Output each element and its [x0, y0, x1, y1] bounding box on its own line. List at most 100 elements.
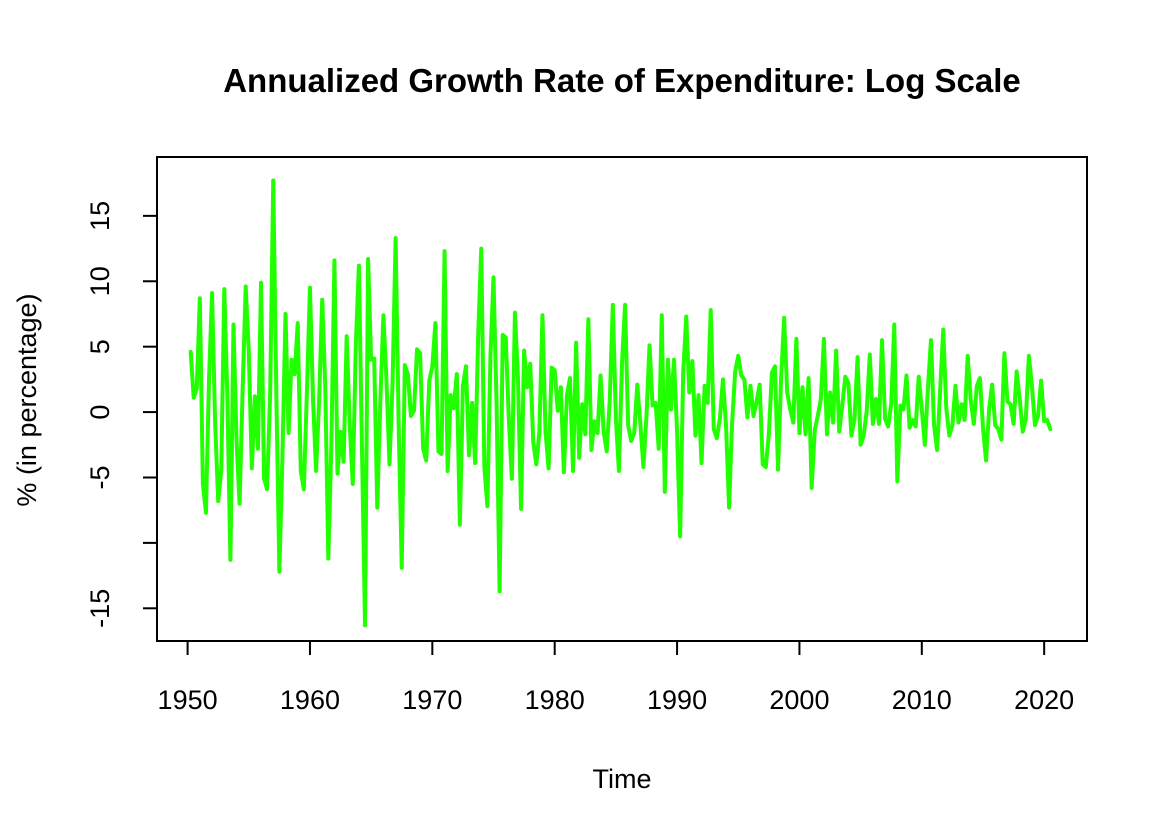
data-point	[654, 402, 657, 404]
data-point	[856, 356, 859, 358]
data-point	[914, 425, 917, 428]
data-point	[725, 424, 727, 426]
data-point	[709, 309, 712, 311]
data-point	[553, 369, 556, 372]
data-point	[798, 432, 801, 434]
data-point	[333, 259, 336, 262]
data-point	[1009, 403, 1012, 406]
data-point	[1015, 370, 1018, 373]
data-point	[820, 398, 822, 400]
data-point	[976, 385, 978, 387]
data-point	[786, 391, 788, 394]
data-point	[657, 447, 660, 450]
data-point	[593, 420, 596, 423]
data-point	[875, 398, 877, 400]
data-point	[862, 434, 865, 437]
data-point	[896, 480, 899, 483]
data-point	[431, 365, 434, 368]
data-point	[382, 314, 385, 317]
data-point	[358, 264, 360, 267]
data-point	[287, 432, 290, 434]
data-point	[636, 383, 639, 386]
x-axis-label: Time	[593, 764, 652, 794]
data-point	[966, 355, 969, 357]
data-point	[807, 377, 810, 379]
data-point	[590, 449, 593, 451]
data-point	[269, 391, 271, 394]
data-point	[517, 378, 519, 381]
data-point	[575, 341, 577, 344]
data-point	[792, 421, 795, 424]
data-point	[462, 385, 464, 387]
data-point	[945, 407, 948, 409]
data-point	[605, 450, 608, 453]
data-point	[486, 505, 489, 508]
data-point	[771, 372, 773, 374]
data-point	[394, 237, 397, 239]
data-point	[284, 313, 287, 315]
data-point	[884, 417, 886, 420]
data-point	[859, 443, 862, 446]
data-point	[688, 391, 691, 394]
data-point	[1025, 417, 1027, 420]
data-point	[608, 399, 611, 402]
data-point	[716, 437, 718, 440]
data-point	[740, 374, 743, 377]
data-point	[232, 323, 235, 326]
data-point	[547, 467, 550, 470]
data-point	[443, 250, 446, 252]
data-point	[422, 447, 424, 450]
data-point	[758, 383, 761, 386]
data-point	[899, 404, 902, 407]
data-point	[1049, 428, 1052, 430]
data-point	[795, 338, 798, 340]
data-point	[495, 403, 498, 406]
data-point	[572, 470, 574, 472]
data-point	[498, 590, 501, 593]
data-point	[244, 285, 247, 288]
data-point	[397, 424, 400, 426]
data-point	[988, 408, 990, 411]
data-point	[419, 352, 421, 355]
data-point	[315, 470, 317, 472]
data-point	[685, 315, 688, 318]
data-point	[189, 351, 192, 353]
data-point	[330, 443, 333, 446]
data-point	[639, 423, 642, 425]
data-point	[480, 247, 483, 250]
data-point	[599, 374, 602, 377]
data-point	[318, 399, 320, 402]
data-point	[1000, 438, 1003, 441]
data-point	[459, 523, 461, 526]
data-point	[764, 466, 767, 468]
data-point	[563, 471, 565, 474]
data-point	[202, 483, 204, 485]
data-point	[612, 304, 614, 306]
data-point	[299, 470, 302, 472]
data-point	[407, 373, 409, 375]
chart-title: Annualized Growth Rate of Expenditure: L…	[223, 62, 1021, 99]
data-point	[618, 470, 620, 472]
x-axis: 1950 1960 1970 1980 1990 2000 2010 2020	[158, 640, 1074, 715]
data-point	[376, 506, 379, 509]
data-point	[887, 425, 889, 428]
data-point	[235, 440, 238, 442]
data-point	[1021, 430, 1024, 433]
data-point	[963, 419, 966, 421]
data-point	[413, 409, 415, 412]
data-point	[324, 385, 327, 387]
data-point	[960, 403, 963, 406]
data-point	[957, 421, 960, 424]
data-point	[908, 426, 911, 429]
data-point	[351, 483, 354, 485]
data-point	[826, 433, 828, 436]
data-point	[911, 419, 914, 421]
data-point	[865, 409, 868, 412]
data-point	[477, 332, 480, 335]
data-point	[737, 355, 740, 357]
y-tick-label: 0	[85, 405, 115, 420]
data-point	[391, 382, 394, 385]
x-tick-label: 1990	[647, 685, 707, 715]
data-point	[584, 433, 587, 436]
data-point	[670, 408, 672, 411]
